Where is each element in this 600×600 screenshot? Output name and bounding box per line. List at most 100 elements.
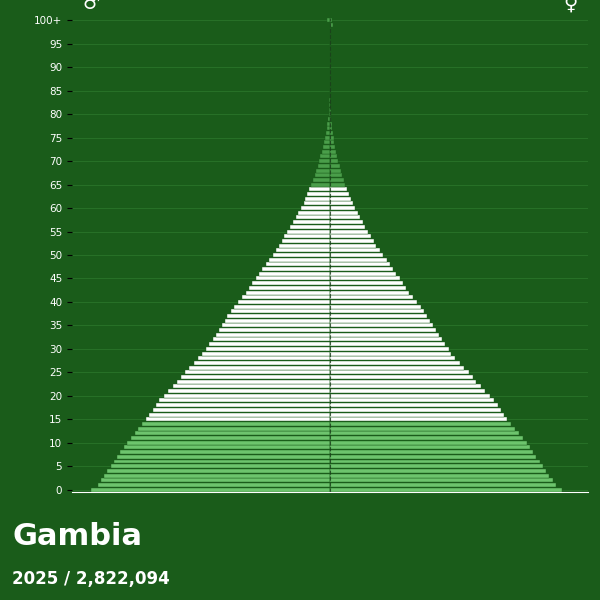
Bar [330, 281, 403, 285]
Bar [330, 178, 344, 182]
Bar [330, 450, 533, 454]
Bar [330, 154, 337, 158]
Bar [330, 169, 341, 173]
Bar [330, 464, 543, 468]
Bar [330, 272, 397, 276]
Bar [330, 257, 387, 262]
Bar [330, 122, 332, 125]
Bar [310, 187, 330, 191]
Bar [287, 230, 330, 233]
Bar [249, 286, 330, 290]
Bar [330, 394, 490, 398]
Bar [252, 281, 330, 285]
Bar [330, 215, 361, 220]
Bar [190, 365, 330, 370]
Bar [330, 488, 562, 491]
Bar [149, 413, 330, 416]
Bar [318, 164, 330, 168]
Bar [330, 361, 460, 365]
Bar [330, 220, 363, 224]
Bar [269, 257, 330, 262]
Bar [330, 342, 445, 346]
Bar [330, 473, 550, 478]
Bar [281, 239, 330, 243]
Bar [142, 422, 330, 426]
Bar [330, 164, 340, 168]
Bar [173, 385, 330, 388]
Bar [259, 272, 330, 276]
Bar [330, 262, 390, 266]
Bar [256, 277, 330, 280]
Bar [330, 370, 469, 374]
Bar [330, 365, 464, 370]
Bar [329, 112, 330, 116]
Bar [330, 230, 368, 233]
Bar [330, 478, 553, 482]
Bar [330, 436, 523, 440]
Bar [330, 202, 353, 205]
Bar [212, 337, 330, 341]
Bar [127, 441, 330, 445]
Bar [327, 19, 330, 22]
Bar [330, 328, 436, 332]
Bar [296, 215, 330, 220]
Bar [199, 356, 330, 360]
Bar [330, 234, 371, 238]
Bar [227, 314, 330, 318]
Bar [91, 488, 330, 491]
Bar [330, 356, 455, 360]
Bar [330, 427, 515, 431]
Bar [177, 380, 330, 384]
Bar [316, 169, 330, 173]
Bar [330, 422, 511, 426]
Bar [222, 323, 330, 328]
Bar [320, 154, 330, 158]
Bar [330, 380, 476, 384]
Bar [330, 253, 383, 257]
Bar [330, 337, 442, 341]
Bar [330, 333, 439, 337]
Bar [322, 150, 330, 154]
Bar [114, 460, 330, 463]
Bar [330, 300, 417, 304]
Bar [328, 122, 330, 125]
Bar [131, 436, 330, 440]
Bar [209, 342, 330, 346]
Bar [330, 131, 333, 135]
Bar [330, 295, 413, 299]
Bar [152, 408, 330, 412]
Bar [134, 431, 330, 436]
Bar [293, 220, 330, 224]
Bar [330, 460, 539, 463]
Bar [110, 464, 330, 468]
Bar [330, 206, 355, 210]
Bar [219, 328, 330, 332]
Bar [325, 136, 330, 140]
Bar [301, 206, 330, 210]
Bar [330, 417, 508, 421]
Bar [323, 145, 330, 149]
Bar [181, 375, 330, 379]
Bar [330, 286, 406, 290]
Text: ♂: ♂ [82, 0, 100, 13]
Bar [315, 173, 330, 177]
Text: 2025 / 2,822,094: 2025 / 2,822,094 [12, 570, 170, 588]
Bar [311, 182, 330, 187]
Bar [276, 248, 330, 253]
Bar [330, 19, 332, 22]
Bar [238, 300, 330, 304]
Bar [330, 469, 546, 473]
Bar [330, 211, 358, 215]
Bar [139, 427, 330, 431]
Bar [330, 403, 498, 407]
Bar [313, 178, 330, 182]
Bar [330, 385, 481, 388]
Bar [330, 112, 331, 116]
Bar [330, 455, 536, 459]
Bar [330, 117, 331, 121]
Bar [272, 253, 330, 257]
Bar [330, 159, 338, 163]
Bar [202, 352, 330, 356]
Bar [242, 295, 330, 299]
Bar [290, 225, 330, 229]
